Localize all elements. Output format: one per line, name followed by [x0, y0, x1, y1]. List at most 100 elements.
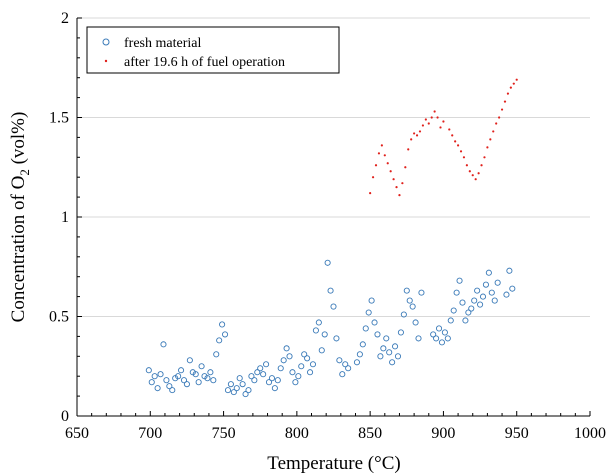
data-point-fresh: [233, 385, 240, 392]
data-point-after: [500, 108, 504, 111]
data-point-after: [392, 178, 395, 181]
data-point-fresh: [309, 361, 317, 368]
data-point-fresh: [336, 357, 343, 364]
data-point-after: [418, 130, 422, 133]
data-point-after: [512, 82, 515, 85]
data-point-fresh: [251, 377, 258, 384]
data-point-after: [424, 118, 427, 121]
data-point-after: [462, 156, 466, 159]
data-point-after: [395, 186, 398, 189]
data-point-after: [430, 116, 433, 119]
data-point-fresh: [482, 281, 489, 288]
data-point-fresh: [438, 339, 446, 346]
data-point-fresh: [224, 387, 232, 394]
legend: fresh material after 19.6 h of fuel oper…: [86, 26, 340, 74]
data-point-fresh: [465, 309, 472, 316]
data-point-fresh: [207, 369, 214, 376]
data-point-fresh: [242, 391, 249, 398]
data-point-fresh: [459, 299, 466, 306]
legend-box: [86, 26, 340, 74]
data-point-fresh: [362, 325, 369, 332]
data-point-fresh: [283, 345, 290, 352]
data-point-fresh: [386, 349, 393, 356]
data-point-fresh: [415, 335, 422, 342]
data-point-fresh: [157, 371, 164, 378]
data-point-fresh: [412, 319, 419, 326]
data-point-fresh: [148, 379, 155, 386]
data-point-fresh: [271, 385, 278, 392]
data-point-fresh: [286, 353, 293, 360]
y-tick-label: 0.5: [49, 309, 69, 326]
data-point-fresh: [506, 267, 513, 274]
data-point-after: [398, 194, 401, 197]
data-point-fresh: [430, 331, 437, 338]
data-point-after: [498, 116, 501, 119]
data-point-fresh: [333, 335, 340, 342]
data-point-fresh: [509, 285, 516, 292]
data-point-fresh: [479, 293, 487, 300]
data-point-fresh: [368, 297, 375, 304]
data-point-fresh: [236, 375, 243, 382]
data-point-fresh: [330, 303, 337, 310]
gridlines: [77, 17, 590, 317]
data-point-after: [421, 124, 425, 127]
data-point-fresh: [318, 347, 325, 354]
data-point-fresh: [180, 377, 188, 384]
data-point-fresh: [312, 327, 319, 334]
legend-label-fresh: fresh material: [124, 36, 201, 51]
data-point-fresh: [321, 331, 328, 338]
data-point-fresh: [435, 325, 443, 332]
data-point-after: [451, 134, 454, 137]
data-point-fresh: [409, 303, 416, 310]
data-point-fresh: [418, 289, 425, 296]
data-point-fresh: [503, 291, 510, 298]
after-operation-points: [369, 78, 518, 197]
data-point-fresh: [400, 311, 407, 318]
data-point-fresh: [295, 373, 302, 380]
data-point-fresh: [178, 367, 185, 374]
data-point-after: [474, 178, 477, 181]
data-point-fresh: [265, 379, 273, 386]
y-tick-label: 0: [61, 408, 69, 425]
data-point-fresh: [394, 353, 402, 360]
data-point-fresh: [453, 289, 460, 296]
data-point-after: [415, 134, 419, 137]
data-point-fresh: [219, 321, 226, 328]
data-point-after: [407, 148, 410, 151]
data-point-fresh: [160, 341, 167, 348]
legend-marker-after: [104, 59, 108, 63]
data-point-after: [480, 164, 483, 167]
data-point-fresh: [315, 319, 322, 326]
data-point-after: [471, 174, 474, 177]
data-point-fresh: [353, 359, 361, 366]
x-tick-label: 1000: [574, 425, 606, 442]
legend-label-after: after 19.6 h of fuel operation: [124, 55, 285, 70]
data-point-fresh: [383, 335, 390, 342]
data-point-after: [404, 166, 407, 169]
data-point-fresh: [277, 365, 284, 372]
data-point-fresh: [221, 331, 229, 338]
data-point-fresh: [441, 329, 448, 336]
data-point-fresh: [447, 317, 454, 324]
data-point-fresh: [306, 369, 314, 376]
data-point-fresh: [494, 279, 501, 286]
data-point-fresh: [342, 361, 349, 368]
data-point-fresh: [227, 381, 234, 388]
x-ticks: 650 700 750 800 850 900 950 1000: [65, 411, 606, 442]
data-point-after: [465, 164, 468, 167]
data-point-fresh: [154, 385, 161, 392]
data-point-after: [436, 116, 439, 119]
data-point-fresh: [468, 305, 475, 312]
data-point-after: [371, 176, 375, 179]
data-point-fresh: [163, 377, 170, 384]
data-point-fresh: [356, 351, 363, 358]
data-point-after: [503, 100, 507, 103]
data-point-fresh: [289, 369, 296, 376]
data-point-fresh: [392, 343, 399, 350]
data-point-fresh: [213, 351, 220, 358]
data-point-fresh: [301, 351, 308, 358]
x-tick-label: 950: [505, 425, 529, 442]
data-point-fresh: [280, 357, 287, 364]
data-point-fresh: [450, 307, 457, 314]
